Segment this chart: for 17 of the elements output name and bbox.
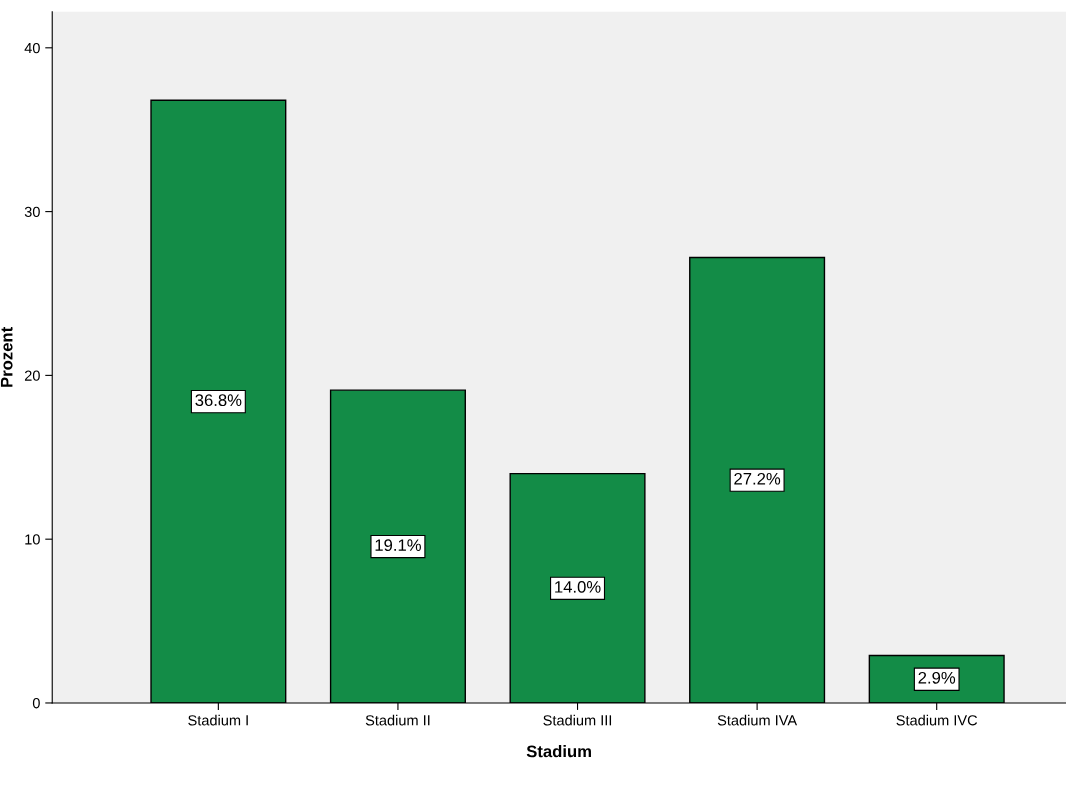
data-label: 14.0% [555,580,601,593]
y-tick-label: 10 [25,534,40,545]
y-tick-label: 0 [32,698,40,709]
x-tick-label: Stadium I [188,714,248,726]
x-axis-title: Stadium [526,745,591,758]
y-axis-title: Prozent [0,327,13,387]
x-tick-label: Stadium II [365,714,430,726]
data-label: 27.2% [734,472,781,485]
data-label: 19.1% [375,539,421,552]
y-tick-label: 40 [24,42,40,54]
data-label: 2.9% [918,671,956,684]
data-label: 36.8% [195,394,242,407]
y-tick-label: 20 [24,370,40,381]
x-tick-label: Stadium IVC [896,714,978,726]
x-tick-label: Stadium III [543,714,612,726]
y-tick-label: 30 [24,206,40,218]
x-tick-label: Stadium IVA [717,714,798,726]
